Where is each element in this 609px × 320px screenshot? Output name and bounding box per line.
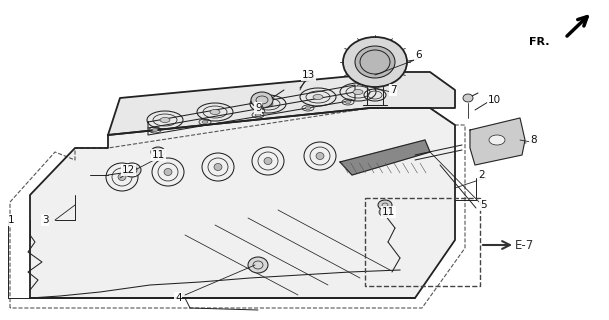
Ellipse shape	[263, 101, 273, 107]
Text: 4: 4	[175, 293, 181, 303]
Ellipse shape	[202, 121, 208, 124]
Text: 11: 11	[382, 207, 395, 217]
Ellipse shape	[463, 94, 473, 102]
Ellipse shape	[248, 257, 268, 273]
Text: E-7: E-7	[515, 238, 534, 252]
Text: 12: 12	[122, 165, 135, 175]
Ellipse shape	[255, 114, 261, 116]
Ellipse shape	[251, 92, 273, 108]
Text: 3: 3	[42, 215, 49, 225]
Ellipse shape	[316, 153, 324, 159]
Ellipse shape	[123, 163, 141, 177]
Ellipse shape	[210, 109, 220, 115]
Text: 1: 1	[8, 215, 15, 225]
Text: 9: 9	[255, 103, 262, 113]
Ellipse shape	[164, 169, 172, 175]
Ellipse shape	[489, 135, 505, 145]
Polygon shape	[340, 140, 430, 175]
Ellipse shape	[160, 117, 170, 123]
Ellipse shape	[353, 90, 363, 94]
Polygon shape	[108, 72, 455, 135]
Ellipse shape	[345, 100, 351, 103]
Ellipse shape	[118, 173, 126, 180]
Polygon shape	[470, 118, 525, 165]
Text: FR.: FR.	[529, 37, 550, 47]
Text: 13: 13	[302, 70, 315, 80]
Text: 6: 6	[415, 50, 421, 60]
Ellipse shape	[378, 200, 392, 210]
Bar	[365, 198, 480, 286]
Text: 8: 8	[530, 135, 537, 145]
Ellipse shape	[343, 37, 407, 87]
Ellipse shape	[355, 46, 395, 78]
Polygon shape	[30, 108, 455, 298]
Ellipse shape	[214, 164, 222, 171]
Ellipse shape	[304, 72, 314, 80]
Ellipse shape	[379, 207, 391, 217]
Text: 11: 11	[152, 150, 165, 160]
Ellipse shape	[264, 157, 272, 164]
Text: 10: 10	[488, 95, 501, 105]
Ellipse shape	[152, 129, 158, 132]
Ellipse shape	[151, 147, 165, 157]
Text: 5: 5	[480, 200, 487, 210]
Ellipse shape	[313, 94, 323, 100]
Ellipse shape	[305, 107, 311, 109]
Text: 7: 7	[390, 85, 396, 95]
Text: 2: 2	[478, 170, 485, 180]
